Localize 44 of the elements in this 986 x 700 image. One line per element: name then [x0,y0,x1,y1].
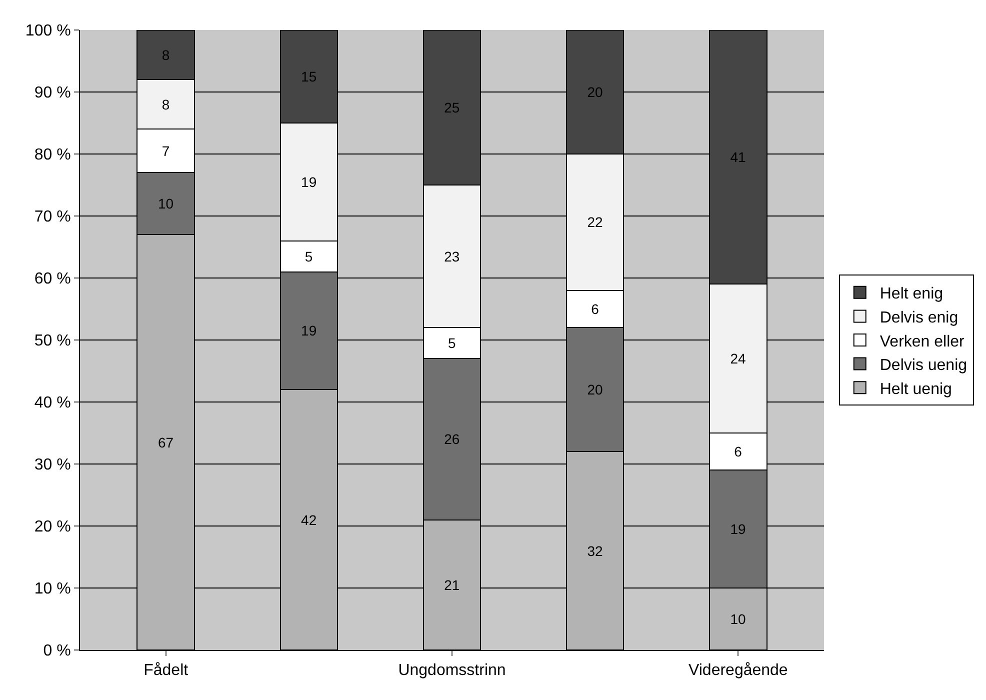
x-tick-label: Ungdomsstrinn [398,662,506,680]
x-tick-label: Fådelt [144,662,189,680]
legend-label: Verken eller [880,333,966,350]
data-label: 5 [448,335,456,352]
legend-label: Delvis uenig [880,357,968,374]
x-tick-label: Videregående [688,662,788,680]
data-label: 21 [444,576,460,593]
data-label: 20 [587,84,603,100]
data-label: 6 [734,444,742,460]
data-label: 5 [304,248,313,264]
y-tick-label: 10 % [34,580,71,598]
data-label: 23 [444,248,460,264]
data-label: 19 [730,521,746,538]
y-tick-label: 20 % [34,518,71,536]
data-label: 10 [730,611,746,627]
data-label: 22 [587,214,603,230]
data-label: 25 [444,100,460,116]
y-tick-label: 70 % [34,208,71,226]
data-label: 19 [301,322,317,339]
data-label: 6 [591,301,600,317]
y-tick-label: 50 % [34,332,71,350]
legend-label: Helt uenig [880,380,952,398]
data-label: 26 [444,431,460,448]
data-label: 24 [730,350,746,367]
data-label: 67 [158,434,174,450]
data-label: 42 [301,512,317,528]
data-label: 15 [301,68,317,84]
y-tick-label: 100 % [25,22,71,40]
legend-label: Helt enig [880,286,944,303]
y-tick-label: 40 % [34,394,71,412]
data-label: 8 [162,96,170,112]
y-tick-label: 80 % [34,146,71,164]
y-tick-label: 60 % [34,270,71,288]
legend-label: Delvis enig [880,309,958,326]
data-label: 32 [587,542,603,559]
y-tick-label: 30 % [34,456,71,474]
data-label: 7 [162,142,170,159]
y-tick-label: 90 % [34,84,71,102]
data-label: 10 [158,196,174,212]
data-label: 8 [162,46,170,63]
data-label: 41 [730,149,746,166]
data-label: 19 [301,174,317,190]
data-label: 20 [587,382,603,398]
y-tick-label: 0 % [43,642,71,660]
